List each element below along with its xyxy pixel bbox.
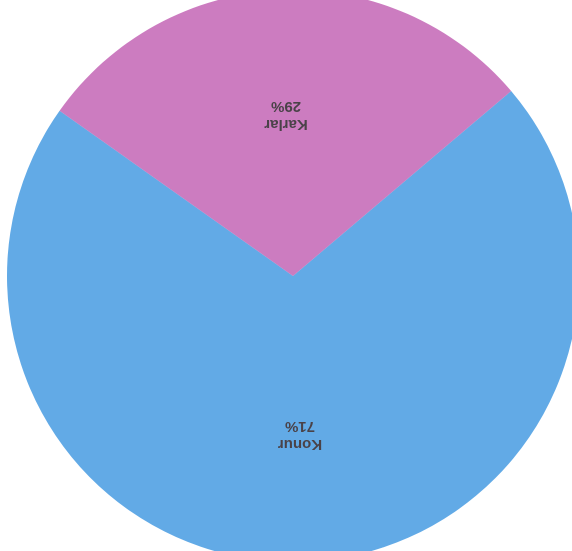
slice-name-label: Karlar	[264, 116, 308, 133]
pie-slice-karlar	[59, 0, 512, 276]
slice-name-label: Konur	[278, 436, 322, 453]
pie-slice-konur	[7, 91, 572, 551]
pie-slices	[7, 0, 572, 551]
slice-value-label: 71%	[285, 418, 315, 435]
slice-value-label: 29%	[271, 98, 301, 115]
